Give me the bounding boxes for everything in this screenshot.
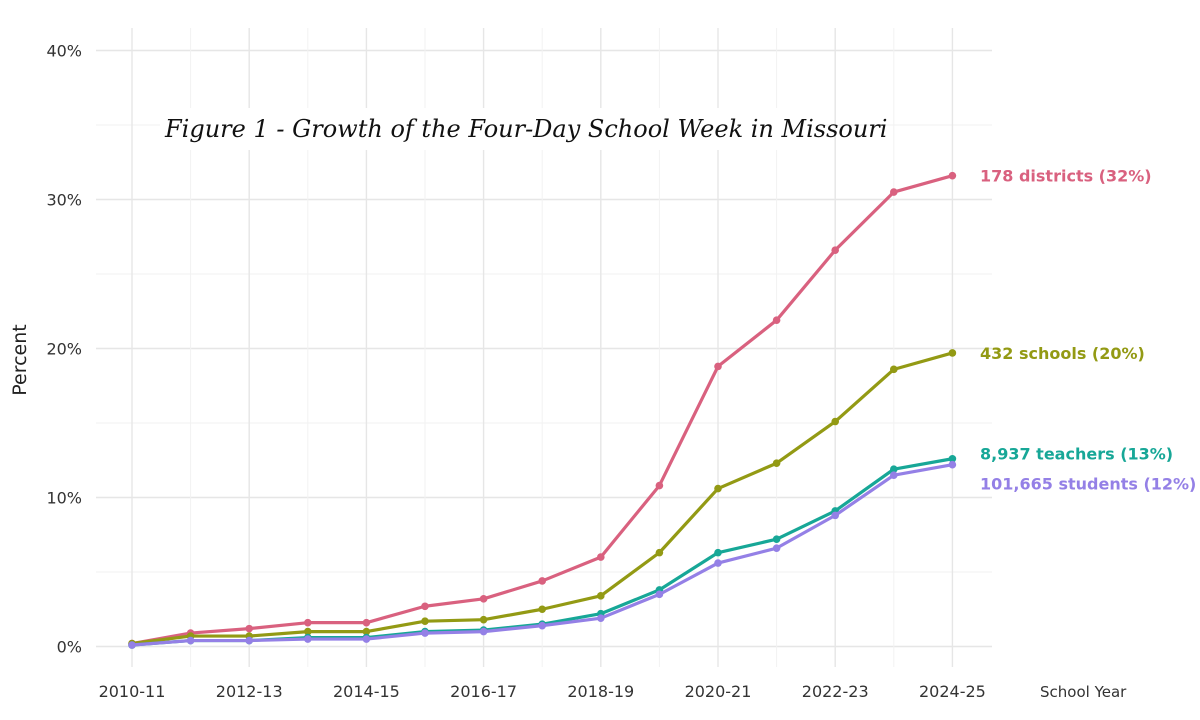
series-end-label: 8,937 teachers (13%) — [980, 444, 1173, 463]
series-end-label: 432 schools (20%) — [980, 344, 1145, 363]
x-axis-title: School Year — [1040, 683, 1127, 701]
series-end-label: 178 districts (32%) — [980, 167, 1152, 186]
y-tick-label: 0% — [57, 638, 82, 657]
data-point — [362, 635, 371, 643]
data-point — [421, 629, 429, 637]
data-point — [186, 636, 195, 645]
data-point — [245, 624, 253, 633]
data-point — [597, 553, 605, 561]
data-point — [304, 618, 312, 627]
data-point — [948, 171, 957, 180]
data-point — [538, 605, 546, 614]
x-tick-label: 2014-15 — [333, 682, 400, 701]
data-point — [831, 417, 839, 426]
data-point — [772, 535, 781, 544]
data-point — [831, 246, 839, 254]
data-point — [831, 511, 839, 520]
data-point — [479, 627, 488, 636]
data-point — [597, 614, 605, 622]
x-tick-label: 2022-23 — [802, 682, 869, 701]
data-point — [890, 188, 898, 196]
data-point — [772, 544, 781, 552]
data-point — [890, 365, 898, 374]
y-axis-ticks: 0% 10% 20% 30% 40% — [46, 42, 82, 657]
data-point — [245, 636, 253, 645]
data-point — [890, 471, 898, 479]
y-tick-label: 40% — [46, 42, 82, 61]
data-point — [655, 548, 664, 557]
data-point — [714, 362, 722, 371]
y-tick-label: 20% — [46, 340, 82, 359]
data-point — [890, 465, 898, 473]
data-point — [948, 349, 957, 357]
y-tick-label: 10% — [46, 489, 82, 508]
data-point — [304, 635, 312, 643]
data-point — [714, 548, 722, 557]
data-point — [772, 316, 781, 324]
series-group — [128, 171, 957, 649]
x-tick-label: 2010-11 — [99, 682, 166, 701]
data-point — [538, 621, 546, 630]
data-point — [421, 617, 429, 625]
x-tick-label: 2012-13 — [216, 682, 283, 701]
data-point — [655, 590, 664, 599]
data-point — [304, 627, 312, 636]
data-point — [362, 618, 371, 627]
data-point — [597, 592, 605, 600]
data-point — [714, 484, 722, 493]
series-end-labels: 178 districts (32%) 432 schools (20%) 8,93… — [980, 167, 1196, 494]
data-point — [538, 577, 546, 585]
y-axis-title: Percent — [9, 324, 31, 396]
x-tick-label: 2016-17 — [450, 682, 517, 701]
series-end-label: 101,665 students (12%) — [980, 474, 1196, 493]
x-tick-label: 2018-19 — [567, 682, 634, 701]
data-point — [655, 481, 664, 490]
data-point — [479, 595, 488, 603]
x-tick-label: 2020-21 — [685, 682, 752, 701]
data-point — [948, 460, 957, 469]
data-point — [772, 459, 781, 468]
data-point — [362, 627, 371, 636]
data-point — [479, 615, 488, 624]
x-tick-label: 2024-25 — [919, 682, 986, 701]
title-background — [160, 108, 820, 150]
data-point — [128, 641, 136, 649]
chart-title: Figure 1 - Growth of the Four-Day School… — [164, 115, 887, 143]
data-point — [948, 454, 957, 463]
y-tick-label: 30% — [46, 191, 82, 210]
x-axis-ticks: 2010-11 2012-13 2014-15 2016-17 2018-19 2020-… — [99, 682, 986, 701]
data-point — [421, 602, 429, 611]
data-point — [714, 559, 722, 567]
